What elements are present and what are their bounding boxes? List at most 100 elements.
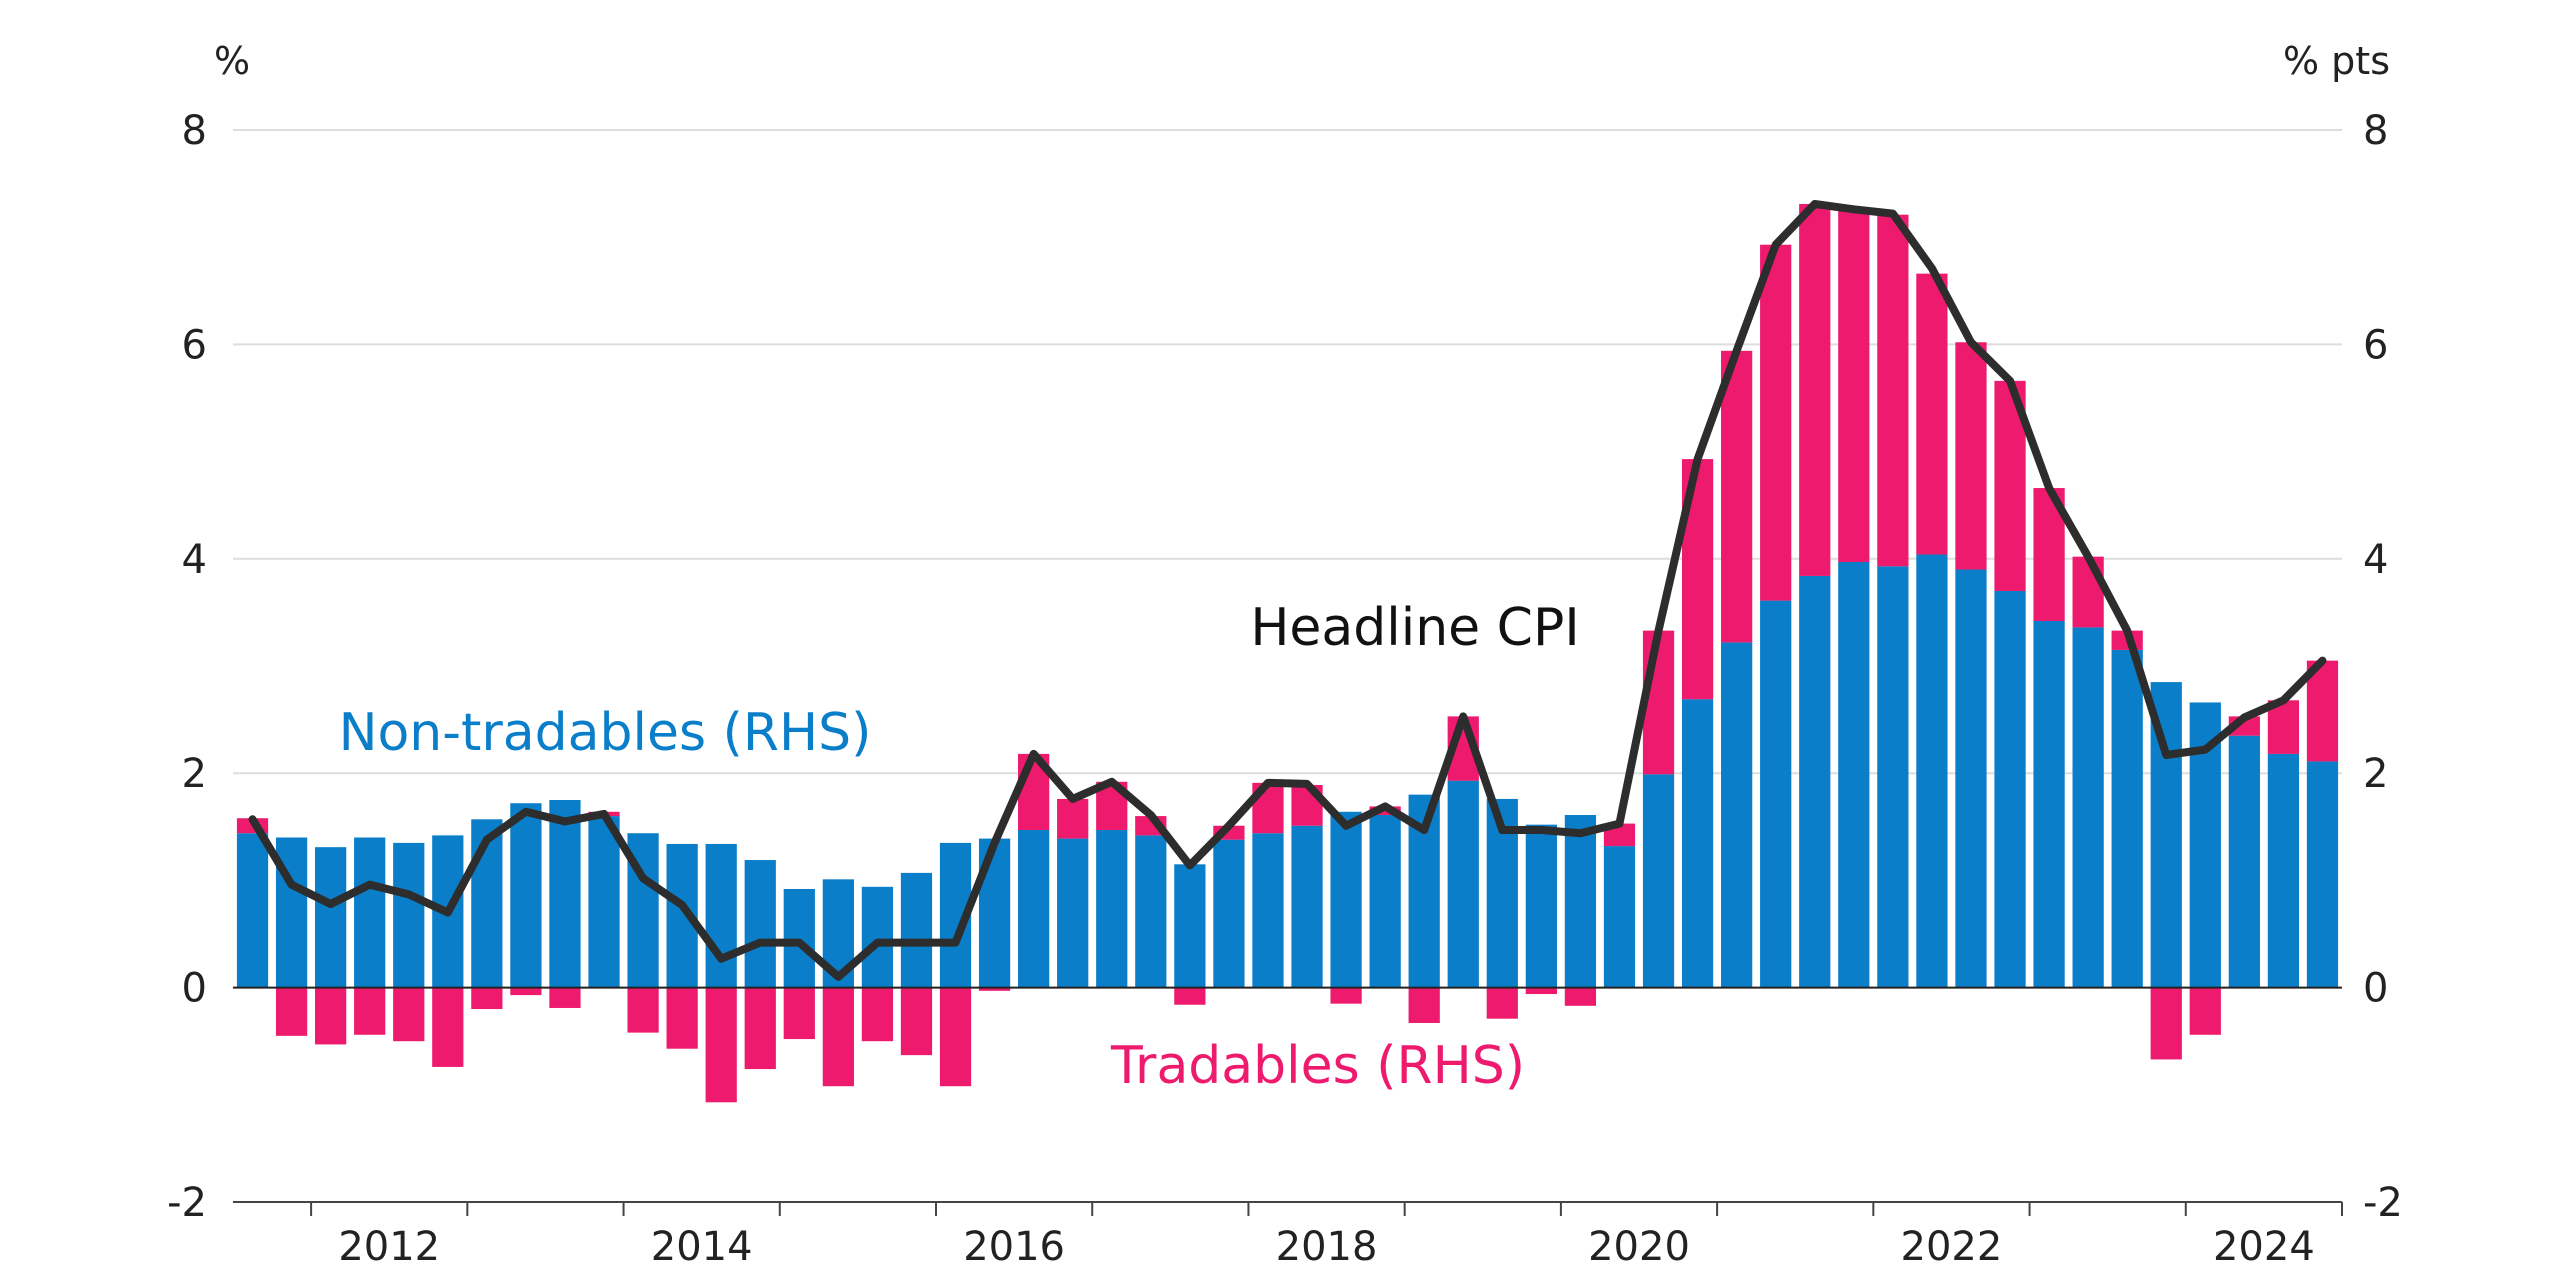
tradables-bar: [744, 987, 776, 1070]
tradables-bar: [2150, 987, 2182, 1060]
x-tick-label: 2012: [338, 1224, 440, 1270]
non-tradables-bar: [1018, 830, 1050, 988]
right-unit-label: % pts: [2283, 39, 2390, 83]
non-tradables-bar: [2228, 735, 2260, 988]
non-tradables-bar: [1760, 600, 1792, 988]
non-tradables-bar: [2267, 753, 2300, 988]
non-tradables-bar: [1916, 554, 1948, 988]
tradables-bar: [783, 987, 815, 1040]
tradables-bar: [2072, 556, 2104, 628]
y-tick-left: 0: [182, 966, 207, 1012]
tradables-bar: [705, 987, 737, 1103]
tradables-bar: [1799, 203, 1831, 576]
non-tradables-bar: [588, 816, 620, 988]
y-tick-left: 8: [182, 108, 207, 154]
non-tradables-bar: [1330, 811, 1362, 988]
tradables-bar: [1838, 209, 1870, 563]
y-tick-left: 4: [182, 537, 207, 583]
non-tradables-bar: [1057, 838, 1089, 988]
non-tradables-bar: [2111, 649, 2143, 988]
gridlines: [233, 129, 2342, 775]
bars: [236, 203, 2339, 1103]
non-tradables-bar: [861, 886, 894, 988]
tradables-bar: [1408, 987, 1440, 1023]
non-tradables-bar: [1955, 569, 1987, 988]
tradables-bar: [549, 987, 581, 1008]
non-tradables-bar: [354, 837, 386, 988]
tradables-bar: [627, 987, 659, 1033]
tradables-bar: [1057, 798, 1089, 839]
non-tradables-bar: [900, 872, 933, 988]
non-tradables-bar: [1603, 846, 1636, 988]
tradables-bar: [1330, 987, 1362, 1004]
x-tick-label: 2022: [1901, 1224, 2003, 1270]
non-tradables-bar: [2033, 620, 2065, 988]
tradables-label: Tradables (RHS): [1110, 1036, 1525, 1096]
y-tick-right: 0: [2363, 966, 2388, 1012]
headline-cpi-line: [248, 199, 2327, 981]
tradables-bar: [822, 987, 854, 1087]
non-tradables-bar: [1369, 815, 1401, 988]
tradables-bar: [1525, 987, 1557, 995]
non-tradables-bar: [393, 842, 425, 988]
non-tradables-bar: [549, 800, 581, 988]
non-tradables-bar: [315, 847, 347, 988]
tradables-bar: [939, 987, 972, 1087]
non-tradables-bar: [510, 803, 542, 988]
non-tradables-bar: [1838, 562, 1870, 988]
non-tradables-bar: [705, 843, 737, 988]
axes: -2 -2 0 0 2 2 4 4 6 6 8 8 2012 2014 2016 2018 2020 2022 20…: [167, 108, 2403, 1270]
non-tradables-bar: [1135, 835, 1167, 988]
tradables-bar: [1721, 350, 1753, 643]
non-tradables-bar: [1721, 642, 1753, 988]
x-tick-label: 2024: [2213, 1224, 2315, 1270]
headline-cpi-line-group: [248, 199, 2327, 981]
y-tick-right: 6: [2363, 322, 2388, 368]
non-tradables-bar: [1174, 864, 1206, 988]
tradables-bar: [471, 987, 503, 1010]
tradables-bar: [1955, 342, 1987, 570]
non-tradables-bar: [1252, 833, 1284, 988]
tradables-bar: [2306, 660, 2339, 762]
non-tradables-bar: [1994, 590, 2026, 988]
y-tick-left: 6: [182, 322, 207, 368]
non-tradables-bar: [1642, 774, 1675, 988]
tradables-bar: [393, 987, 425, 1042]
non-tradables-bar: [2072, 627, 2104, 988]
non-tradables-bar: [2306, 761, 2339, 988]
tradables-bar: [1486, 987, 1518, 1019]
tradables-bar: [315, 987, 347, 1045]
tradables-bar: [1877, 214, 1909, 567]
tradables-bar: [1642, 630, 1675, 775]
tradables-bar: [666, 987, 698, 1049]
tradables-bar: [275, 987, 308, 1036]
left-unit-label: %: [214, 39, 250, 83]
x-tick-label: 2020: [1588, 1224, 1690, 1270]
tradables-bar: [1916, 273, 1948, 555]
tradables-bar: [432, 987, 464, 1067]
tradables-bar: [1564, 987, 1597, 1006]
non-tradables-bar: [1877, 566, 1909, 988]
labels: % % pts Headline CPI Non-tradables (RHS)…: [214, 39, 2390, 1096]
y-tick-left: 2: [182, 751, 207, 797]
non-tradables-bar: [783, 888, 815, 988]
non-tradables-bar: [1564, 815, 1597, 988]
non-tradables-label: Non-tradables (RHS): [339, 703, 872, 763]
non-tradables-bar: [1681, 699, 1714, 988]
x-tick-label: 2016: [963, 1224, 1065, 1270]
tradables-bar: [354, 987, 386, 1035]
y-tick-right: -2: [2363, 1180, 2403, 1226]
y-tick-right: 8: [2363, 108, 2388, 154]
non-tradables-bar: [236, 833, 269, 988]
non-tradables-bar: [1525, 824, 1557, 988]
tradables-bar: [861, 987, 894, 1042]
tradables-bar: [978, 987, 1011, 991]
x-tick-label: 2014: [651, 1224, 753, 1270]
non-tradables-bar: [1213, 839, 1245, 988]
tradables-bar: [1760, 244, 1792, 601]
non-tradables-bar: [1447, 780, 1479, 988]
x-tick-label: 2018: [1276, 1224, 1378, 1270]
tradables-bar: [1174, 987, 1206, 1005]
tradables-bar: [900, 987, 933, 1056]
non-tradables-bar: [1096, 830, 1128, 988]
